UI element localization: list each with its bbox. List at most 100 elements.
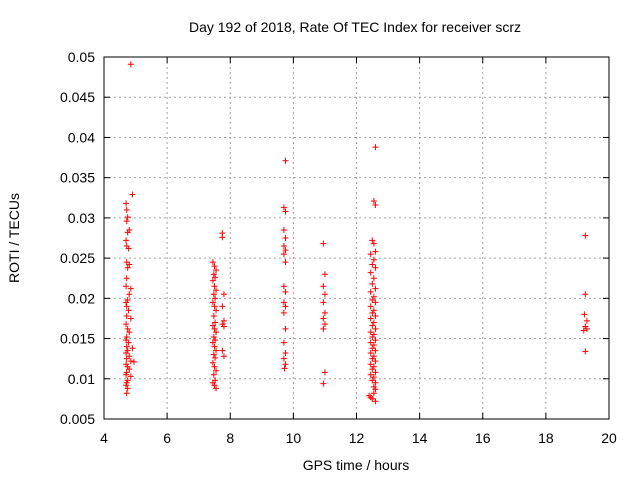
data-point: [123, 275, 130, 282]
chart-title: Day 192 of 2018, Rate Of TEC Index for r…: [189, 19, 521, 35]
data-point: [123, 299, 130, 306]
x-tick-label: 6: [163, 430, 171, 446]
data-point: [372, 337, 379, 344]
data-point: [210, 271, 217, 278]
data-point: [212, 319, 219, 326]
data-point: [321, 321, 328, 328]
data-point: [582, 291, 589, 298]
data-point: [123, 200, 130, 207]
data-point: [213, 307, 220, 314]
data-point: [210, 291, 217, 298]
data-point: [369, 237, 376, 244]
data-point: [210, 351, 217, 358]
data-point: [581, 311, 588, 318]
data-point: [220, 353, 227, 360]
data-point: [211, 283, 218, 290]
data-point: [583, 317, 590, 324]
grid: [104, 57, 609, 419]
data-point: [321, 369, 328, 376]
data-point: [211, 325, 218, 332]
data-point: [320, 240, 327, 247]
data-point: [321, 271, 328, 278]
data-point: [281, 365, 288, 372]
data-point: [123, 355, 130, 362]
data-point: [320, 299, 327, 306]
data-point: [219, 303, 226, 310]
data-point: [282, 259, 289, 266]
x-tick-label: 12: [349, 430, 365, 446]
data-point: [280, 339, 287, 346]
data-point: [130, 358, 137, 365]
data-point: [210, 371, 217, 378]
data-point: [209, 322, 216, 329]
data-point: [280, 226, 287, 233]
data-point: [369, 377, 376, 384]
data-point: [369, 355, 376, 362]
data-point: [367, 251, 374, 258]
data-point: [320, 325, 327, 332]
y-axis-label: ROTI / TECUs: [6, 193, 22, 283]
data-point: [370, 341, 377, 348]
data-point: [372, 398, 379, 405]
data-point: [369, 345, 376, 352]
data-point: [123, 371, 130, 378]
data-point: [213, 385, 220, 392]
data-point: [372, 347, 379, 354]
y-tick-label: 0.015: [60, 331, 95, 347]
data-point: [372, 285, 379, 292]
data-point: [372, 264, 379, 271]
data-point: [124, 385, 131, 392]
data-point: [209, 277, 216, 284]
x-axis-label: GPS time / hours: [303, 457, 410, 473]
data-point: [369, 309, 376, 316]
data-point: [321, 291, 328, 298]
data-point: [127, 373, 134, 380]
data-point: [123, 303, 130, 310]
data-point: [367, 269, 374, 276]
y-tick-label: 0.05: [68, 49, 95, 65]
data-point: [123, 333, 130, 340]
axis-ticks: 4 6 8 10 12 14 16 18 20 0.005 0.01 0.015 0.02 0.025 0.…: [60, 49, 617, 446]
data-point: [282, 303, 289, 310]
data-point: [212, 295, 219, 302]
data-point: [370, 390, 377, 397]
data-point: [282, 361, 289, 368]
data-point: [367, 339, 374, 346]
data-point: [210, 313, 217, 320]
data-point: [211, 263, 218, 270]
data-point: [213, 287, 220, 294]
data-point: [123, 218, 130, 225]
y-tick-label: 0.045: [60, 89, 95, 105]
data-point: [372, 358, 379, 365]
data-point: [280, 283, 287, 290]
y-tick-label: 0.035: [60, 170, 95, 186]
data-point: [125, 307, 132, 314]
data-point: [369, 395, 376, 402]
y-tick-label: 0.025: [60, 250, 95, 266]
data-point: [127, 61, 134, 68]
y-tick-label: 0.02: [68, 290, 95, 306]
data-point: [320, 380, 327, 387]
data-point: [372, 299, 379, 306]
data-point: [220, 323, 227, 330]
data-point: [280, 299, 287, 306]
data-point: [372, 325, 379, 332]
data-point: [370, 197, 377, 204]
data-point: [280, 204, 287, 211]
data-point: [123, 390, 130, 397]
data-point: [219, 347, 226, 354]
data-point: [369, 366, 376, 373]
data-point: [367, 315, 374, 322]
data-point: [280, 251, 287, 258]
data-point: [369, 261, 376, 268]
data-point: [126, 291, 133, 298]
data-point: [220, 291, 227, 298]
data-point: [210, 333, 217, 340]
data-point: [370, 293, 377, 300]
data-point: [367, 288, 374, 295]
data-point: [209, 259, 216, 266]
data-point: [370, 374, 377, 381]
data-point: [282, 247, 289, 254]
data-point: [369, 333, 376, 340]
